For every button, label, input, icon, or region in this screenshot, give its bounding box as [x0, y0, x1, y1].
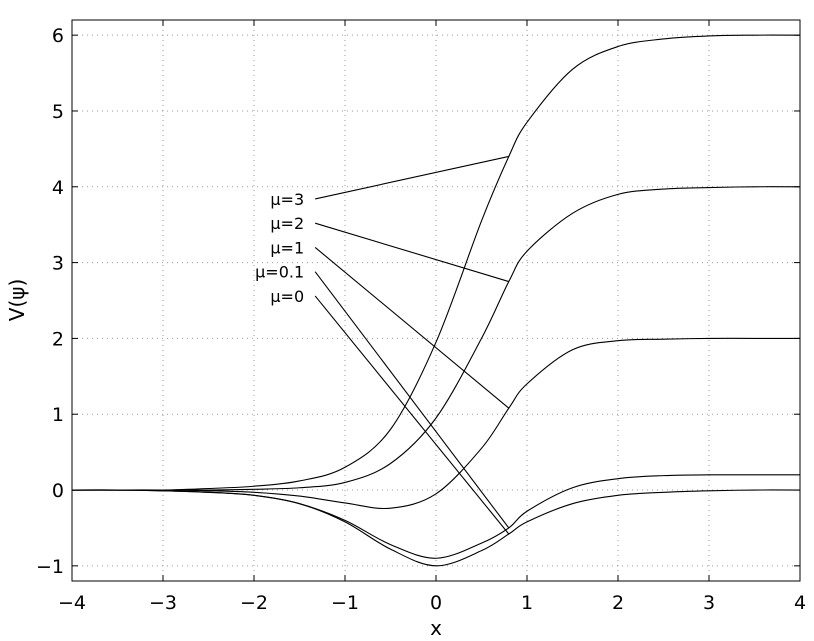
y-tick-label: 3 [52, 253, 64, 275]
x-tick-label: −3 [149, 592, 177, 614]
x-tick-label: 2 [612, 592, 624, 614]
y-tick-label: 0 [52, 480, 64, 502]
annotation-leader-line [315, 155, 509, 200]
annotation-label: μ=3 [270, 190, 304, 209]
y-tick-label: 2 [52, 328, 64, 350]
annotation-leader-line [314, 271, 510, 529]
annotation-label: μ=0 [270, 287, 304, 306]
annotation-label: μ=2 [270, 214, 304, 233]
tick-layer: −4 −3 −2 −1 0 1 2 3 4 −1 0 1 2 3 4 5 6 [36, 20, 806, 614]
series-line-4 [71, 489, 801, 567]
x-tick-label: −1 [331, 592, 359, 614]
x-tick-label: −2 [240, 592, 268, 614]
x-tick-label: −4 [58, 592, 86, 614]
y-axis-label: V(ψ) [5, 279, 29, 321]
annotation-leader-line [314, 295, 510, 535]
grid-layer [71, 20, 801, 581]
series-line-1 [72, 186, 801, 491]
annotation-layer: μ=3 μ=2 μ=1 μ=0.1 μ=0 [255, 190, 304, 306]
y-tick-label: 1 [52, 404, 64, 426]
y-tick-label: 6 [52, 25, 64, 47]
label-layer: x V(ψ) [5, 279, 442, 640]
annotation-label: μ=1 [270, 238, 304, 257]
y-tick-label: 4 [52, 177, 64, 199]
annotation-label: μ=0.1 [255, 263, 304, 282]
x-axis-label: x [430, 616, 442, 640]
x-tick-label: 4 [794, 592, 806, 614]
y-tick-label: −1 [36, 556, 64, 578]
x-tick-label: 1 [521, 592, 533, 614]
x-tick-label: 3 [703, 592, 715, 614]
x-tick-label: 0 [430, 592, 442, 614]
series-line-2 [72, 337, 800, 510]
series-line-0 [72, 34, 801, 491]
leader-layer [314, 155, 510, 535]
annotation-leader-line [314, 247, 510, 409]
annotation-leader-line [314, 222, 509, 283]
curve-layer [71, 34, 801, 567]
y-tick-label: 5 [52, 101, 64, 123]
